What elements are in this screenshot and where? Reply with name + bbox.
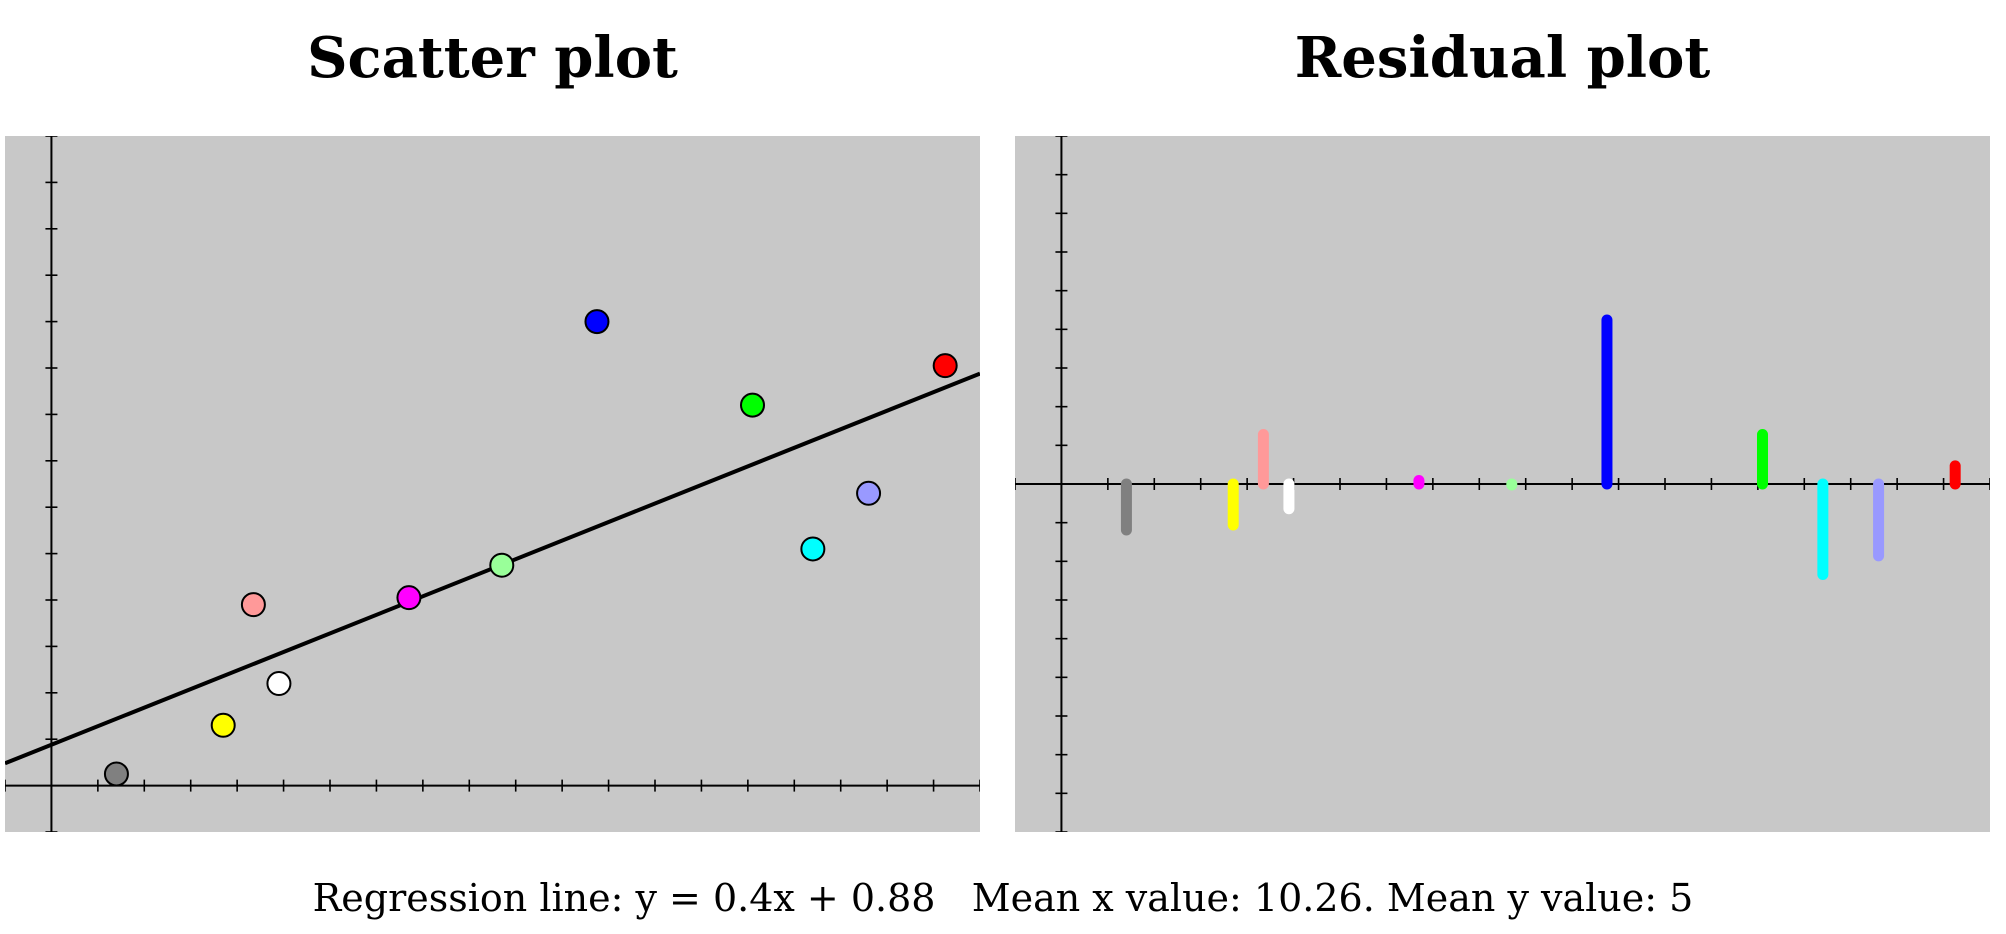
data-point — [240, 592, 266, 618]
data-point — [932, 353, 958, 379]
data-point — [103, 761, 129, 787]
data-point — [489, 552, 515, 578]
data-point — [856, 480, 882, 506]
data-point — [210, 712, 236, 738]
scatter-plot-title: Scatter plot — [307, 25, 678, 91]
mean-values-label: Mean x value: 10.26. Mean y value: 5 — [971, 876, 1694, 920]
scatter-plot — [5, 136, 980, 832]
data-point — [266, 671, 292, 697]
residual-plot-title: Residual plot — [1294, 25, 1711, 91]
data-point — [740, 392, 765, 418]
plot-background — [5, 136, 980, 832]
data-point — [396, 585, 422, 611]
regression-line-label: Regression line: y = 0.4x + 0.88 — [312, 876, 936, 920]
data-point — [584, 309, 610, 335]
stats-line: Regression line: y = 0.4x + 0.88 Mean x … — [0, 872, 2006, 924]
residual-plot — [1015, 136, 1990, 832]
data-point — [800, 536, 826, 562]
